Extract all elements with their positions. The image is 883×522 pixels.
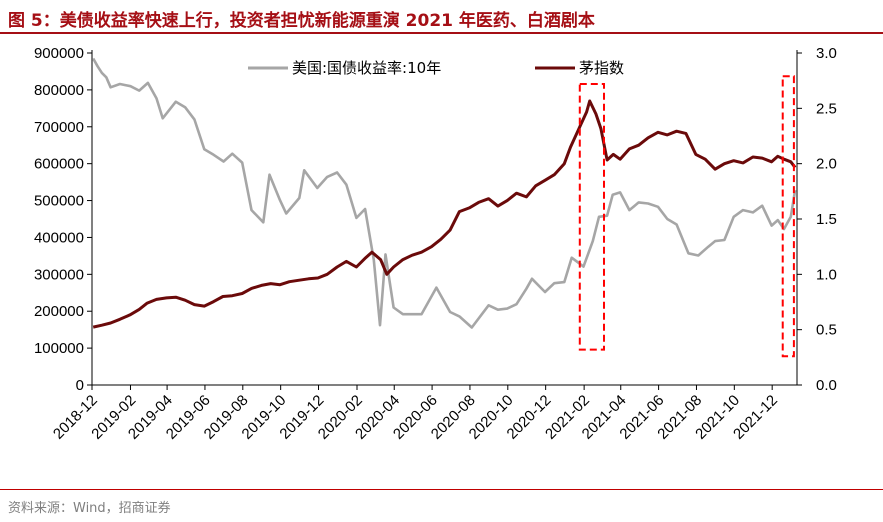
legend: 美国:国债收益率:10年 茅指数	[248, 59, 624, 77]
y-left-tick-label: 400000	[34, 229, 84, 246]
y-right-tick-label: 0.5	[816, 322, 837, 339]
source-note: 资料来源：Wind，招商证券	[8, 501, 171, 516]
y-left-tick-label: 800000	[34, 82, 84, 99]
title-rule	[0, 32, 883, 34]
legend-label: 美国:国债收益率:10年	[292, 59, 441, 77]
y-right-tick-label: 2.0	[816, 156, 837, 173]
y-left-tick-label: 700000	[34, 119, 84, 136]
y-left-tick-label: 900000	[34, 45, 84, 62]
highlight-box	[781, 75, 795, 358]
y-left-tick-label: 300000	[34, 266, 84, 283]
source-rule	[0, 489, 883, 490]
chart-title: 图 5：美债收益率快速上行，投资者担忧新能源重演 2021 年医药、白酒剧本	[8, 11, 595, 31]
line-chart: 0 100000 200000 300000 400000 500000 600000 700…	[34, 45, 837, 443]
y-right-tick-label: 3.0	[816, 45, 837, 62]
y-left-tick-label: 200000	[34, 303, 84, 320]
y-right-tick-label: 1.5	[816, 211, 837, 228]
highlight-box	[578, 82, 605, 351]
y-left-tick-label: 0	[76, 377, 84, 394]
legend-label: 茅指数	[579, 59, 624, 77]
maotai-index-line	[92, 99, 797, 329]
y-right-tick-label: 0.0	[816, 377, 837, 394]
y-right-tick-label: 2.5	[816, 100, 837, 117]
highlight-boxes	[578, 75, 795, 358]
series-group	[92, 57, 797, 329]
y-left-tick-label: 500000	[34, 193, 84, 210]
y-right-tick-label: 1.0	[816, 266, 837, 283]
y-left-tick-label: 600000	[34, 156, 84, 173]
treasury-yield-line	[92, 57, 797, 329]
y-left-tick-label: 100000	[34, 340, 84, 357]
